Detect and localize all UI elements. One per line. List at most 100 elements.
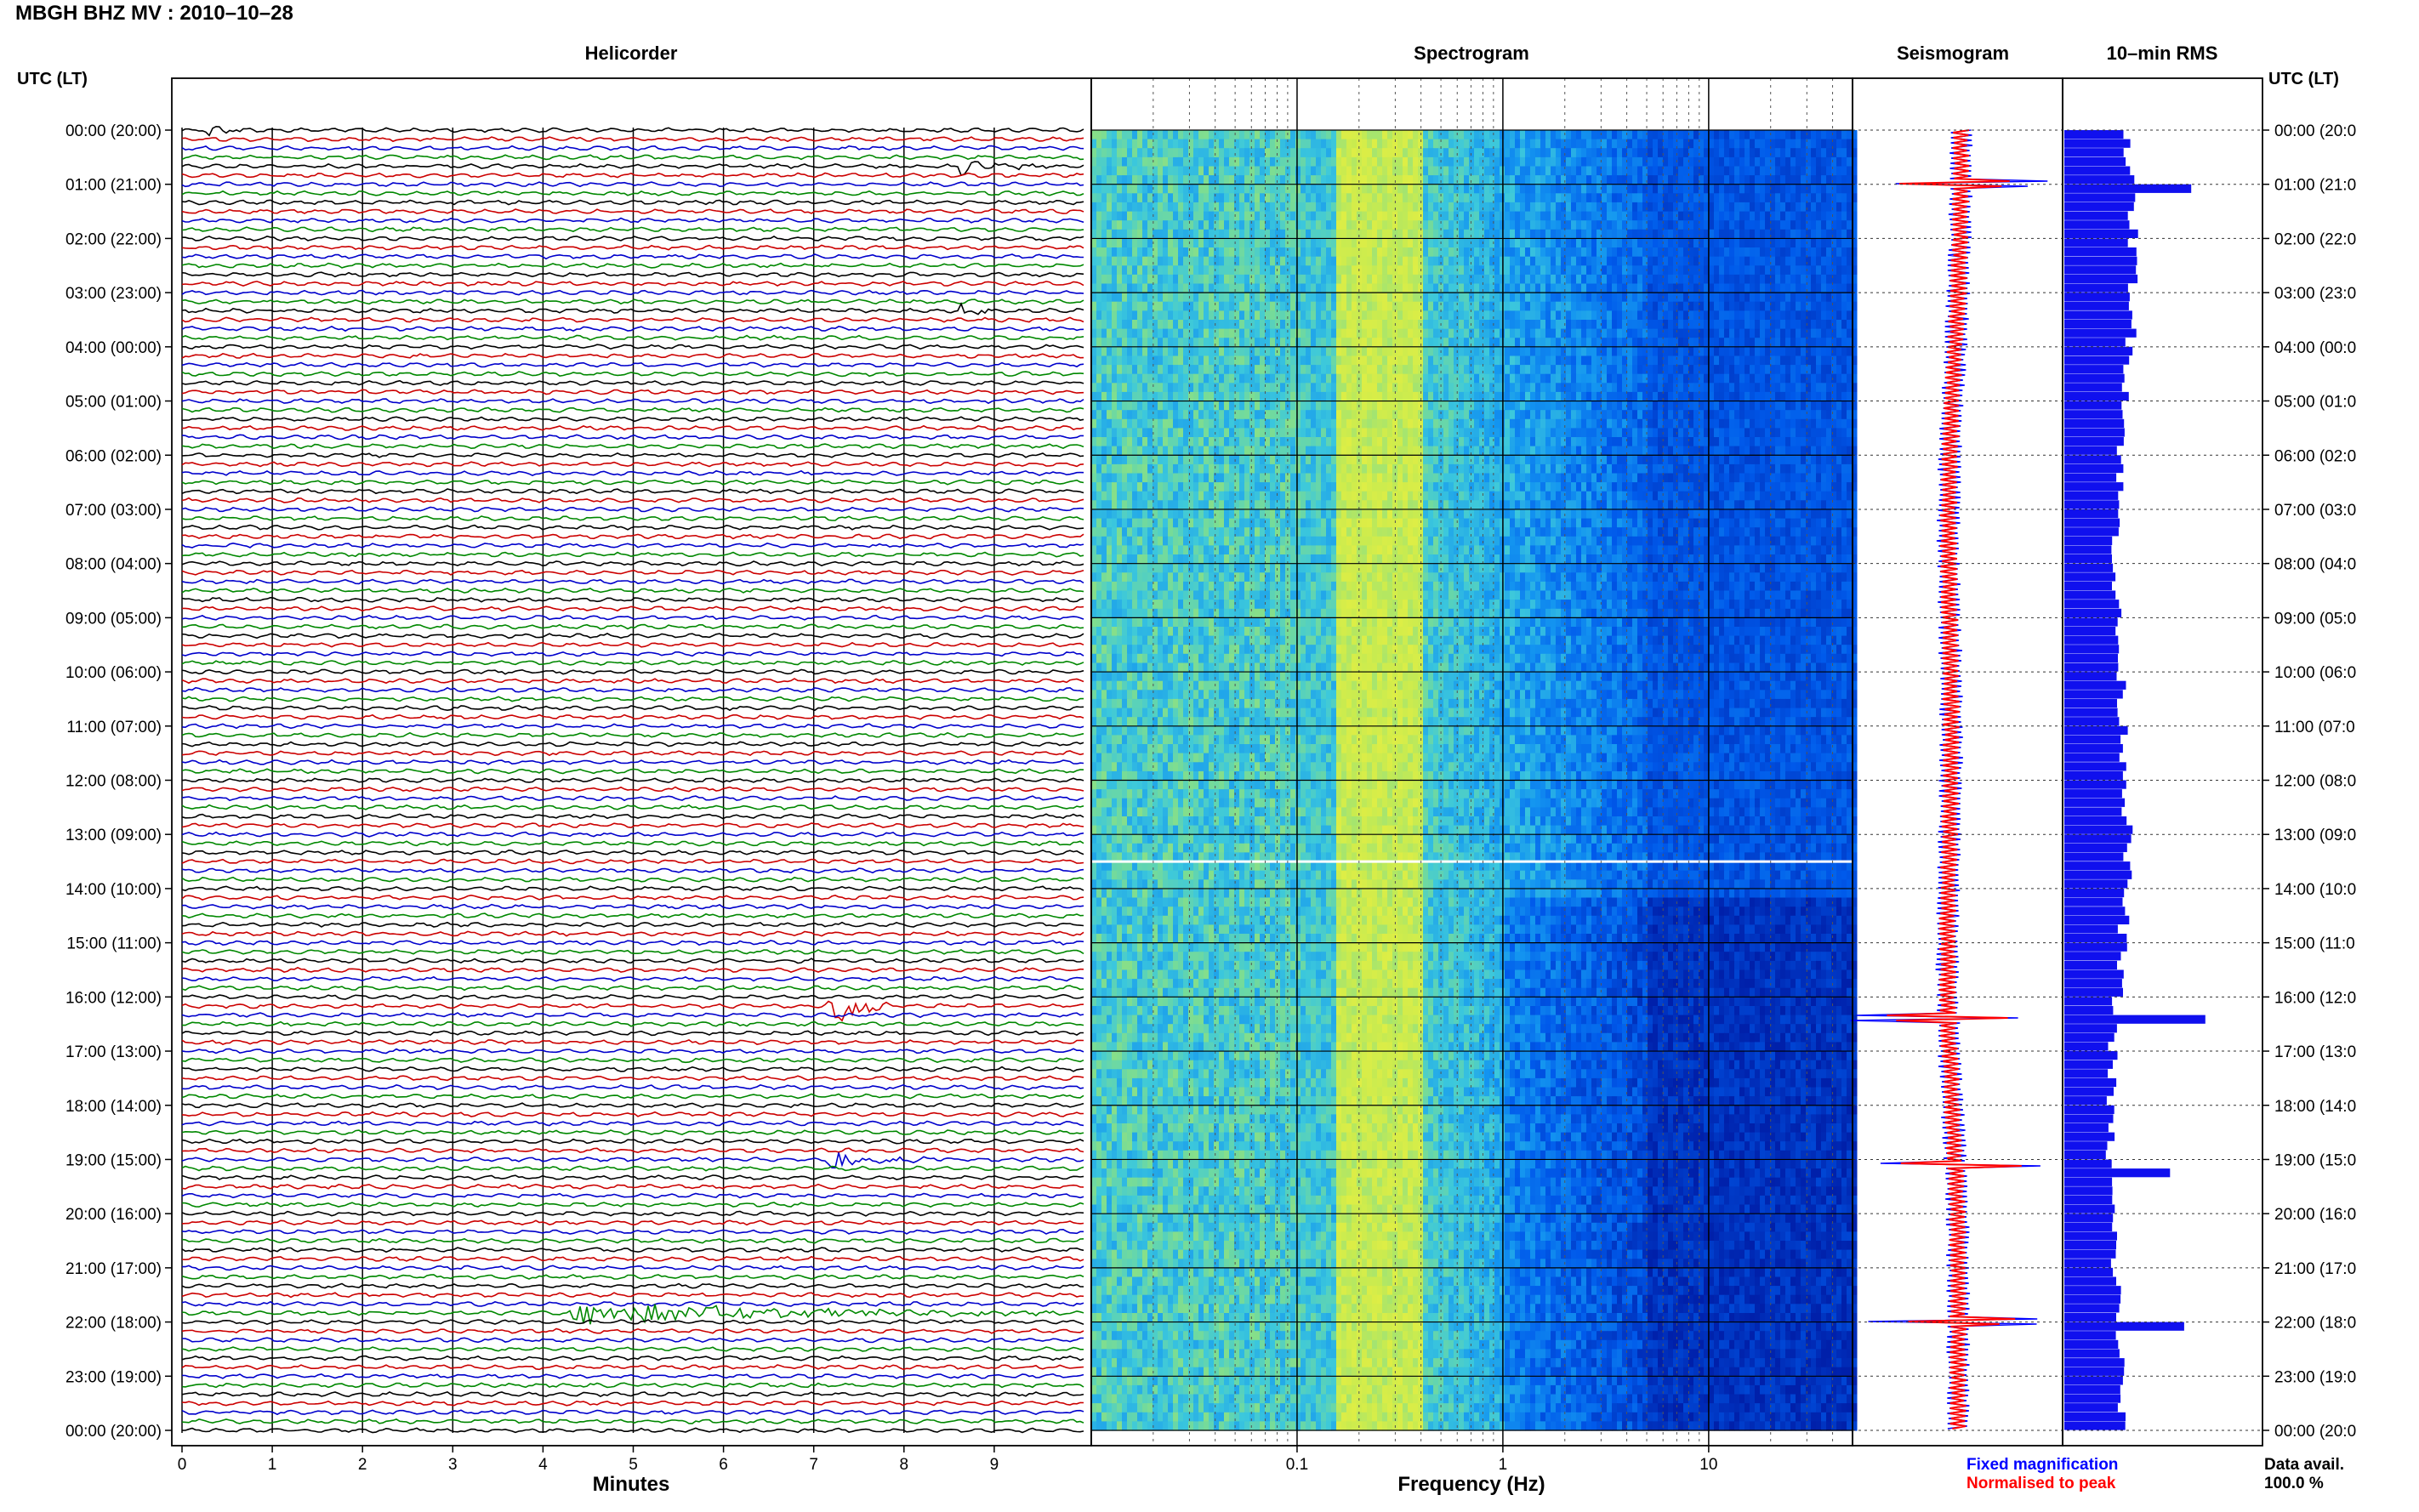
spectrogram-cell	[1627, 365, 1633, 375]
spectrogram-cell	[1663, 328, 1669, 338]
spectrogram-cell	[1530, 328, 1536, 338]
spectrogram-cell	[1239, 156, 1245, 168]
spectrogram-cell	[1142, 355, 1148, 366]
spectrogram-cell	[1464, 328, 1470, 338]
spectrogram-cell	[1622, 175, 1628, 185]
spectrogram-cell	[1816, 238, 1822, 248]
spectrogram-cell	[1489, 328, 1495, 338]
spectrogram-cell	[1525, 238, 1531, 248]
spectrogram-cell	[1816, 166, 1822, 176]
spectrogram-cell	[1535, 373, 1541, 384]
spectrogram-cell	[1520, 310, 1526, 321]
spectrogram-cell	[1612, 193, 1618, 203]
spectrogram-cell	[1469, 247, 1475, 258]
spectrogram-cell	[1663, 265, 1669, 276]
spectrogram-cell	[1127, 410, 1133, 420]
spectrogram-cell	[1372, 346, 1378, 356]
spectrogram-cell	[1255, 346, 1261, 356]
spectrogram-cell	[1688, 410, 1694, 420]
spectrogram-cell	[1658, 211, 1664, 221]
spectrogram-cell	[1688, 328, 1694, 338]
spectrogram-cell	[1459, 238, 1465, 248]
spectrogram-cell	[1852, 148, 1858, 158]
spectrogram-cell	[1597, 328, 1602, 338]
spectrogram-cell	[1306, 265, 1312, 276]
spectrogram-cell	[1158, 365, 1164, 375]
spectrogram-cell	[1770, 346, 1776, 356]
spectrogram-cell	[1423, 338, 1429, 348]
spectrogram-cell	[1341, 256, 1347, 266]
spectrogram-cell	[1464, 139, 1470, 149]
spectrogram-cell	[1091, 175, 1097, 185]
spectrogram-cell	[1540, 391, 1546, 402]
spectrogram-cell	[1658, 202, 1664, 213]
spectrogram-cell	[1209, 256, 1215, 266]
spectrogram-cell	[1229, 301, 1235, 311]
spectrogram-cell	[1357, 338, 1363, 348]
spectrogram-cell	[1693, 365, 1699, 375]
spectrogram-cell	[1173, 301, 1179, 311]
spectrogram-cell	[1479, 365, 1485, 375]
spectrogram-cell	[1096, 175, 1102, 185]
spectrogram-cell	[1632, 274, 1638, 285]
spectrogram-cell	[1821, 383, 1827, 393]
helicorder-trace	[181, 1400, 1084, 1407]
spectrogram-cell	[1117, 166, 1123, 176]
spectrogram-cell	[1265, 373, 1271, 384]
spectrogram-cell	[1785, 365, 1791, 375]
spectrogram-cell	[1505, 148, 1511, 158]
spectrogram-cell	[1454, 283, 1460, 293]
spectrogram-cell	[1770, 156, 1776, 168]
spectrogram-cell	[1704, 265, 1710, 276]
spectrogram-cell	[1438, 383, 1444, 393]
spectrogram-cell	[1642, 139, 1648, 149]
spectrogram-cell	[1244, 383, 1250, 393]
spectrogram-cell	[1255, 211, 1261, 221]
spectrogram-cell	[1173, 391, 1179, 402]
spectrogram-cell	[1673, 175, 1679, 185]
spectrogram-cell	[1648, 238, 1653, 248]
spectrogram-cell	[1183, 148, 1189, 158]
spectrogram-cell	[1438, 328, 1444, 338]
spectrogram-cell	[1433, 401, 1439, 411]
spectrogram-cell	[1188, 410, 1194, 420]
spectrogram-cell	[1326, 391, 1332, 402]
spectrogram-cell	[1561, 410, 1567, 420]
spectrogram-cell	[1285, 355, 1291, 366]
spectrogram-cell	[1198, 346, 1204, 356]
spectrogram-cell	[1428, 410, 1434, 420]
spectrogram-cell	[1719, 274, 1725, 285]
spectrogram-cell	[1382, 247, 1388, 258]
spectrogram-cell	[1831, 202, 1837, 213]
spectrogram-cell	[1831, 184, 1837, 194]
spectrogram-cell	[1137, 148, 1143, 158]
spectrogram-cell	[1173, 130, 1179, 140]
spectrogram-cell	[1586, 148, 1592, 158]
spectrogram-cell	[1331, 401, 1337, 411]
spectrogram-cell	[1219, 355, 1225, 366]
spectrogram-cell	[1632, 193, 1638, 203]
spectrogram-cell	[1249, 293, 1255, 303]
spectrogram-cell	[1423, 202, 1429, 213]
spectrogram-cell	[1183, 193, 1189, 203]
spectrogram-cell	[1341, 410, 1347, 420]
spectrogram-cell	[1693, 274, 1699, 285]
spectrogram-cell	[1449, 401, 1454, 411]
spectrogram-cell	[1418, 328, 1424, 338]
spectrogram-cell	[1571, 130, 1577, 140]
spectrogram-cell	[1331, 202, 1337, 213]
spectrogram-cell	[1852, 130, 1858, 140]
spectrogram-cell	[1112, 293, 1118, 303]
spectrogram-cell	[1760, 202, 1766, 213]
spectrogram-cell	[1224, 338, 1230, 348]
spectrogram-cell	[1683, 148, 1689, 158]
spectrogram-cell	[1127, 391, 1133, 402]
spectrogram-cell	[1724, 346, 1730, 356]
spectrogram-cell	[1709, 247, 1715, 258]
spectrogram-cell	[1535, 211, 1541, 221]
spectrogram-cell	[1520, 229, 1526, 239]
spectrogram-cell	[1163, 175, 1169, 185]
spectrogram-cell	[1591, 355, 1597, 366]
spectrogram-cell	[1520, 283, 1526, 293]
spectrogram-cell	[1428, 283, 1434, 293]
